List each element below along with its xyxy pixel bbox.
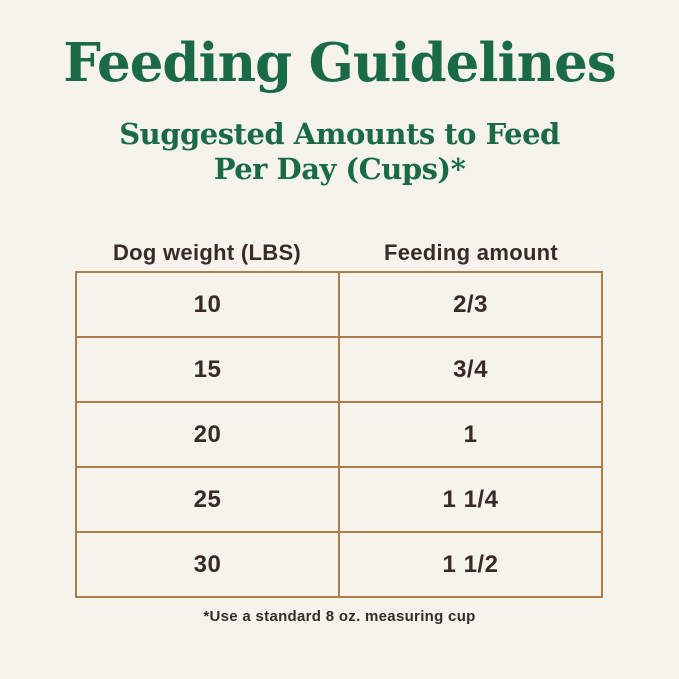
table-row: 15 3/4 (75, 336, 603, 403)
column-header-dog-weight: Dog weight (LBS) (112, 240, 302, 265)
subtitle-line-1: Suggested Amounts to Feed (119, 117, 560, 151)
table-row: 30 1 1/2 (75, 531, 603, 598)
feeding-table: 10 2/3 15 3/4 20 1 25 1 1/4 30 1 1/2 (75, 271, 603, 598)
cell-feeding-amount: 1 (338, 401, 603, 468)
cell-feeding-amount: 2/3 (338, 271, 603, 338)
table-column-headers: Dog weight (LBS) Feeding amount (75, 239, 603, 266)
cell-dog-weight: 25 (75, 466, 340, 533)
table-row: 10 2/3 (75, 271, 603, 338)
page-title: Feeding Guidelines (63, 32, 616, 94)
table-row: 20 1 (75, 401, 603, 468)
cell-dog-weight: 10 (75, 271, 340, 338)
cell-dog-weight: 15 (75, 336, 340, 403)
cell-dog-weight: 20 (75, 401, 340, 468)
cell-feeding-amount: 1 1/2 (338, 531, 603, 598)
table-row: 25 1 1/4 (75, 466, 603, 533)
measuring-cup-footnote: *Use a standard 8 oz. measuring cup (203, 608, 476, 625)
cell-dog-weight: 30 (75, 531, 340, 598)
cell-feeding-amount: 1 1/4 (338, 466, 603, 533)
page-subtitle: Suggested Amounts to Feed Per Day (Cups)… (0, 117, 679, 187)
subtitle-line-2: Per Day (Cups)* (213, 151, 466, 186)
cell-feeding-amount: 3/4 (338, 336, 603, 403)
column-header-feeding-amount: Feeding amount (383, 240, 559, 265)
